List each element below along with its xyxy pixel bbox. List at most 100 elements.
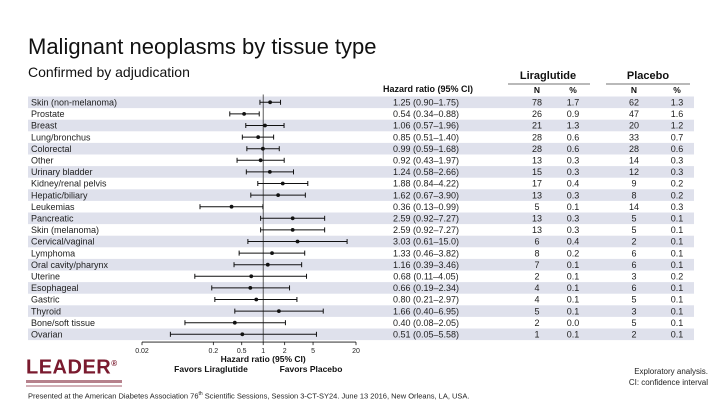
liraglutide-n: 7 — [534, 260, 539, 270]
footnote-line: CI: confidence interval — [628, 378, 708, 387]
column-header: N — [631, 85, 637, 95]
row-label: Skin (melanoma) — [31, 225, 99, 235]
hr-value: 0.99 (0.59–1.68) — [393, 144, 459, 154]
logo-rule — [26, 379, 122, 383]
placebo-pct: 0.3 — [671, 202, 684, 212]
column-header: % — [673, 85, 681, 95]
point-estimate — [276, 309, 281, 313]
liraglutide-pct: 0.4 — [567, 237, 580, 247]
placebo-n: 5 — [631, 225, 636, 235]
row-band — [28, 305, 694, 317]
hr-value: 0.92 (0.43–1.97) — [393, 156, 459, 166]
favors-placebo-label: Favors Placebo — [280, 364, 343, 374]
logo-text: LEADER — [26, 356, 112, 379]
placebo-pct: 0.2 — [671, 272, 684, 282]
liraglutide-pct: 1.7 — [567, 98, 580, 108]
liraglutide-n: 4 — [534, 283, 539, 293]
hr-column-header: Hazard ratio (95% CI) — [383, 84, 473, 94]
row-label: Esophageal — [31, 283, 79, 293]
group-header-liraglutide: Liraglutide — [520, 70, 576, 82]
logo-rule-secondary — [26, 384, 122, 387]
row-label: Oral cavity/pharynx — [31, 260, 109, 270]
liraglutide-n: 5 — [534, 306, 539, 316]
hr-value: 1.25 (0.90–1.75) — [393, 98, 459, 108]
row-label: Kidney/renal pelvis — [31, 179, 107, 189]
liraglutide-pct: 0.1 — [567, 306, 580, 316]
placebo-n: 28 — [629, 144, 639, 154]
row-label: Gastric — [31, 295, 60, 305]
liraglutide-pct: 0.1 — [567, 260, 580, 270]
row-band — [28, 282, 694, 294]
row-band — [28, 96, 694, 109]
liraglutide-n: 28 — [532, 144, 542, 154]
placebo-pct: 0.2 — [671, 190, 684, 200]
placebo-n: 14 — [629, 156, 639, 166]
point-estimate — [256, 135, 261, 140]
row-label: Thyroid — [31, 306, 61, 316]
point-estimate — [249, 274, 254, 279]
liraglutide-n: 28 — [532, 132, 542, 142]
point-estimate — [242, 112, 247, 116]
row-label: Hepatic/biliary — [31, 190, 88, 200]
page-title: Malignant neoplasms by tissue type — [28, 34, 377, 59]
x-tick-label: 0.02 — [135, 348, 149, 355]
favors-liraglutide-label: Favors Liraglutide — [174, 364, 248, 374]
liraglutide-n: 13 — [532, 225, 542, 235]
liraglutide-pct: 0.6 — [567, 132, 580, 142]
row-band — [28, 258, 694, 271]
point-estimate — [265, 262, 270, 267]
liraglutide-n: 13 — [532, 156, 542, 166]
liraglutide-n: 2 — [534, 318, 539, 328]
liraglutide-n: 21 — [532, 121, 542, 131]
point-estimate — [254, 297, 259, 302]
liraglutide-pct: 0.3 — [567, 214, 580, 224]
point-estimate — [267, 170, 272, 174]
row-label: Skin (non-melanoma) — [31, 98, 117, 108]
placebo-pct: 0.1 — [671, 306, 684, 316]
point-estimate — [260, 146, 265, 151]
row-band — [28, 212, 694, 225]
placebo-pct: 0.3 — [671, 167, 684, 177]
point-estimate — [295, 239, 300, 244]
point-estimate — [263, 123, 267, 128]
placebo-n: 3 — [631, 306, 636, 316]
hr-value: 1.24 (0.58–2.66) — [393, 167, 459, 177]
x-tick-label: 0.5 — [237, 348, 247, 355]
liraglutide-n: 2 — [534, 272, 539, 282]
placebo-pct: 1.3 — [671, 98, 684, 108]
point-estimate — [258, 158, 263, 163]
point-estimate — [276, 193, 281, 198]
leader-logo: LEADER® — [26, 354, 136, 387]
placebo-pct: 0.1 — [671, 330, 684, 340]
liraglutide-pct: 0.0 — [567, 318, 580, 328]
placebo-n: 20 — [629, 121, 639, 131]
placebo-n: 33 — [629, 132, 639, 142]
liraglutide-pct: 0.3 — [567, 156, 580, 166]
liraglutide-pct: 0.3 — [567, 190, 580, 200]
liraglutide-pct: 0.1 — [567, 283, 580, 293]
placebo-pct: 0.7 — [671, 132, 684, 142]
point-estimate — [268, 100, 273, 105]
placebo-n: 47 — [629, 109, 639, 119]
hr-value: 0.66 (0.19–2.34) — [393, 283, 459, 293]
page-subtitle: Confirmed by adjudication — [28, 64, 190, 80]
row-label: Bone/soft tissue — [31, 318, 95, 328]
row-label: Pancreatic — [31, 214, 74, 224]
hr-value: 3.03 (0.61–15.0) — [393, 237, 459, 247]
point-estimate — [248, 286, 253, 290]
placebo-n: 12 — [629, 167, 639, 177]
hr-value: 1.33 (0.46–3.82) — [393, 248, 459, 258]
row-label: Other — [31, 156, 54, 166]
liraglutide-pct: 0.2 — [567, 248, 580, 258]
liraglutide-pct: 0.3 — [567, 225, 580, 235]
placebo-pct: 0.2 — [671, 179, 684, 189]
x-tick-label: 0.2 — [208, 348, 218, 355]
hr-value: 0.85 (0.51–1.40) — [393, 132, 459, 142]
point-estimate — [280, 181, 285, 186]
placebo-pct: 0.1 — [671, 295, 684, 305]
row-band — [28, 328, 694, 341]
column-header: N — [534, 85, 540, 95]
x-tick-label: 20 — [352, 348, 360, 355]
liraglutide-n: 26 — [532, 109, 542, 119]
